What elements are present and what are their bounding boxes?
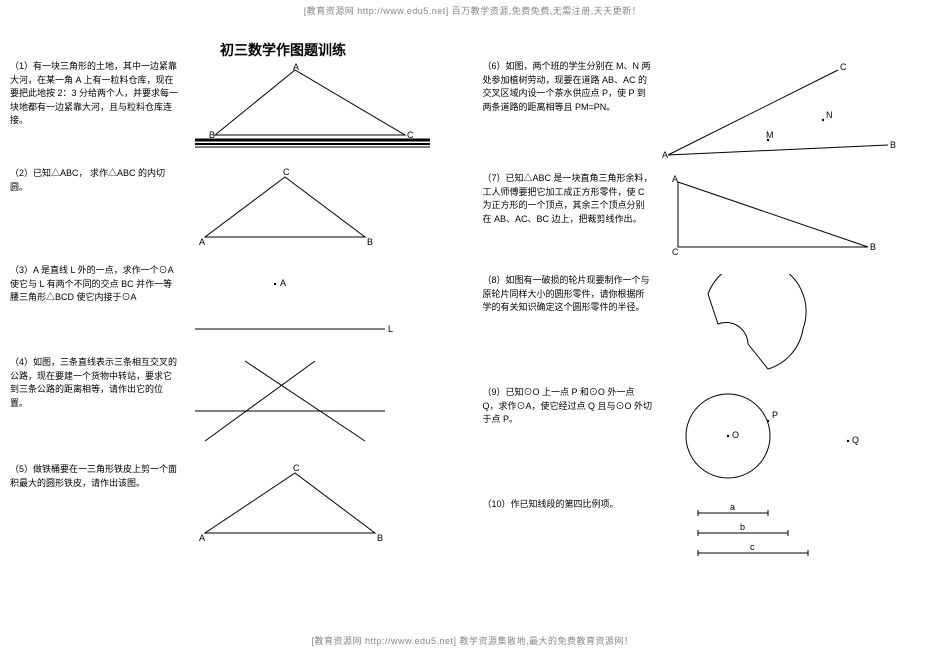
label-b-seg: b [740, 522, 745, 532]
label-c: C [672, 247, 679, 257]
problem-9: （9）已知⊙O 上一点 P 和⊙O 外一点 Q，求作⊙A，使它经过点 Q 且与⊙… [483, 386, 936, 486]
problem-6-figure: A B C M N [658, 60, 936, 160]
label-a: A [199, 237, 205, 247]
label-c: C [293, 463, 300, 473]
problem-5-figure: A B C [185, 463, 463, 548]
problem-9-figure: O P Q [658, 386, 936, 486]
label-c-seg: c [750, 542, 755, 552]
problem-7-text: （7）已知△ABC 是一块直角三角形余料，工人师傅要把它加工成正方形零件，使 C… [483, 172, 658, 226]
problem-10: （10）作已知线段的第四比例项。 a b c [483, 498, 936, 568]
page-header: [教育资源网 http://www.edu5.net] 百万教学资源,免费免费,… [0, 0, 945, 21]
problem-8: （8）如图有一破损的轮片现要制作一个与原轮片同样大小的圆形零件，请你根据所学的有… [483, 274, 936, 374]
right-column: （6）如图，两个班的学生分别在 M、N 两处参加植树劳动，现要在道路 AB、AC… [473, 60, 945, 580]
label-n: N [826, 110, 833, 120]
label-q: Q [852, 435, 859, 445]
page-title: 初三数学作图题训练 [220, 40, 346, 60]
label-m: M [766, 130, 774, 140]
label-b: B [870, 242, 876, 252]
page-footer: [教育资源网 http://www.edu5.net] 教学资源集散地,最大的免… [0, 630, 945, 651]
label-c: C [283, 167, 290, 177]
problem-3: （3）A 是直线 L 外的一点，求作一个⊙A 使它与 L 有两个不同的交点 BC… [10, 264, 463, 344]
problem-5-text: （5）做铁桶要在一三角形铁皮上剪一个面积最大的圆形铁皮，请作出该图。 [10, 463, 185, 490]
problem-6: （6）如图，两个班的学生分别在 M、N 两处参加植树劳动，现要在道路 AB、AC… [483, 60, 936, 160]
problem-2-text: （2）已知△ABC， 求作△ABC 的内切圆。 [10, 167, 185, 194]
problem-4: （4）如图，三条直线表示三条相互交叉的公路，现在要建一个货物中转站，要求它到三条… [10, 356, 463, 451]
problem-8-text: （8）如图有一破损的轮片现要制作一个与原轮片同样大小的圆形零件，请你根据所学的有… [483, 274, 658, 315]
problem-6-text: （6）如图，两个班的学生分别在 M、N 两处参加植树劳动，现要在道路 AB、AC… [483, 60, 658, 114]
problem-9-text: （9）已知⊙O 上一点 P 和⊙O 外一点 Q，求作⊙A，使它经过点 Q 且与⊙… [483, 386, 658, 427]
label-l: L [388, 324, 393, 334]
label-b: B [890, 140, 896, 150]
problem-4-text: （4）如图，三条直线表示三条相互交叉的公路，现在要建一个货物中转站，要求它到三条… [10, 356, 185, 410]
problem-2: （2）已知△ABC， 求作△ABC 的内切圆。 A B C [10, 167, 463, 252]
label-a-seg: a [730, 502, 735, 512]
problem-7-figure: A B C [658, 172, 936, 262]
problem-10-figure: a b c [658, 498, 936, 568]
label-a: A [672, 174, 678, 184]
label-c: C [840, 62, 847, 72]
problem-5: （5）做铁桶要在一三角形铁皮上剪一个面积最大的圆形铁皮，请作出该图。 A B C [10, 463, 463, 548]
label-o: O [732, 430, 739, 440]
problem-3-text: （3）A 是直线 L 外的一点，求作一个⊙A 使它与 L 有两个不同的交点 BC… [10, 264, 185, 305]
content: （1）有一块三角形的土地，其中一边紧靠大河，在某一角 A 上有一粒料仓库，现在要… [0, 60, 945, 580]
problem-8-figure [658, 274, 936, 374]
label-a: A [280, 278, 286, 288]
label-b: B [367, 237, 373, 247]
label-p: P [772, 410, 778, 420]
label-b: B [377, 533, 383, 543]
left-column: （1）有一块三角形的土地，其中一边紧靠大河，在某一角 A 上有一粒料仓库，现在要… [0, 60, 473, 580]
problem-3-figure: A L [185, 264, 463, 344]
problem-10-text: （10）作已知线段的第四比例项。 [483, 498, 658, 512]
problem-7: （7）已知△ABC 是一块直角三角形余料，工人师傅要把它加工成正方形零件，使 C… [483, 172, 936, 262]
label-a: A [199, 533, 205, 543]
problem-1-text: （1）有一块三角形的土地，其中一边紧靠大河，在某一角 A 上有一粒料仓库，现在要… [10, 60, 185, 128]
problem-1-figure: A B C [185, 60, 463, 155]
problem-2-figure: A B C [185, 167, 463, 252]
problem-4-figure [185, 356, 463, 451]
problem-1: （1）有一块三角形的土地，其中一边紧靠大河，在某一角 A 上有一粒料仓库，现在要… [10, 60, 463, 155]
label-a: A [293, 62, 299, 72]
label-a: A [662, 150, 668, 160]
